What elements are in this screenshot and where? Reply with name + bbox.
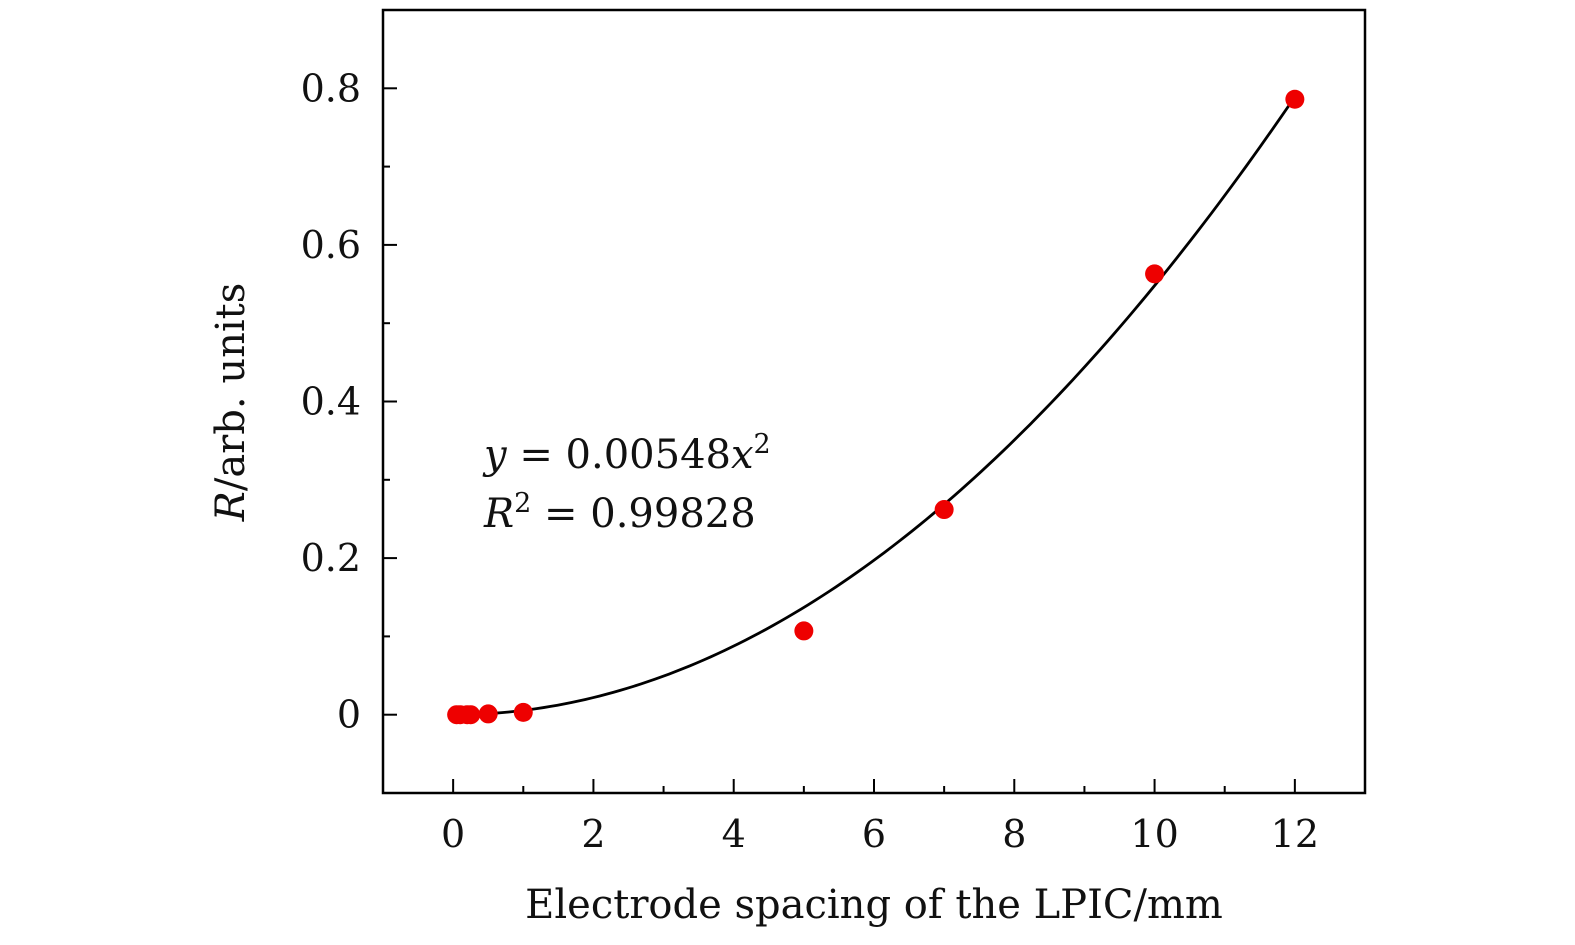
data-point [934, 500, 954, 520]
y-tick-label: 0 [337, 693, 361, 737]
y-axis-ticks [383, 87, 397, 716]
data-point [794, 621, 814, 641]
x-axis-title: Electrode spacing of the LPIC/mm [525, 882, 1223, 928]
equation-x-var: x [731, 432, 754, 478]
y-axis-tick-labels: 0 0.2 0.4 0.6 0.8 [301, 66, 361, 736]
x-axis-tick-labels: 0 2 4 6 8 10 12 [441, 812, 1319, 856]
r-squared-exponent: 2 [514, 488, 531, 519]
equation-exponent: 2 [754, 429, 771, 460]
r-squared: R2 = 0.99828 [483, 488, 756, 538]
y-tick-label: 0.4 [301, 380, 361, 424]
equation-y-var: y [482, 432, 508, 478]
x-tick-label: 4 [722, 812, 746, 856]
r-squared-value: = 0.99828 [531, 491, 755, 537]
data-point [1145, 264, 1165, 284]
x-tick-label: 8 [1002, 812, 1026, 856]
fit-equation: y = 0.00548x2 [482, 429, 771, 479]
y-axis-title-var: R [208, 491, 254, 522]
plot-frame [381, 8, 1367, 795]
x-tick-label: 6 [862, 812, 886, 856]
data-points [447, 89, 1305, 725]
x-tick-label: 0 [441, 812, 465, 856]
data-point [1285, 89, 1305, 109]
r-squared-var: R [483, 491, 514, 537]
data-point [461, 705, 481, 725]
y-tick-label: 0.8 [301, 66, 361, 110]
fit-curve [460, 96, 1297, 717]
y-axis-title: R/arb. units [208, 283, 254, 523]
x-tick-label: 10 [1130, 812, 1178, 856]
x-tick-label: 2 [581, 812, 605, 856]
data-point [478, 704, 498, 724]
data-point [513, 702, 533, 722]
y-tick-label: 0.6 [301, 223, 361, 267]
x-axis-ticks [452, 779, 1296, 793]
y-tick-label: 0.2 [301, 536, 361, 580]
equation-coefficient: = 0.00548 [507, 432, 731, 478]
x-tick-label: 12 [1271, 812, 1319, 856]
y-axis-title-units: /arb. units [208, 283, 254, 491]
